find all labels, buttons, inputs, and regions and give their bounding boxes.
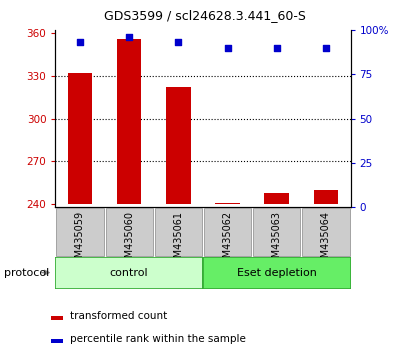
Bar <box>67 73 92 204</box>
Text: percentile rank within the sample: percentile rank within the sample <box>70 334 246 344</box>
FancyBboxPatch shape <box>301 208 349 256</box>
FancyBboxPatch shape <box>154 208 202 256</box>
Bar <box>166 87 190 204</box>
Bar <box>202 257 350 289</box>
FancyBboxPatch shape <box>252 208 300 256</box>
Bar <box>215 203 239 204</box>
Text: GSM435062: GSM435062 <box>222 211 232 270</box>
Text: GSM435061: GSM435061 <box>173 211 183 270</box>
Point <box>322 45 328 51</box>
Bar <box>264 193 288 204</box>
Text: transformed count: transformed count <box>70 311 167 321</box>
Point <box>224 45 230 51</box>
Bar <box>117 39 141 204</box>
Text: protocol: protocol <box>4 268 49 278</box>
Text: Eset depletion: Eset depletion <box>236 268 316 278</box>
FancyBboxPatch shape <box>203 208 251 256</box>
Text: control: control <box>110 268 148 278</box>
Bar <box>313 190 337 204</box>
Text: GSM435063: GSM435063 <box>271 211 281 270</box>
FancyBboxPatch shape <box>56 208 103 256</box>
FancyBboxPatch shape <box>105 208 153 256</box>
Bar <box>51 339 63 343</box>
Point <box>273 45 279 51</box>
Text: GSM435059: GSM435059 <box>75 211 85 270</box>
Text: GSM435064: GSM435064 <box>320 211 330 270</box>
Bar <box>51 316 63 320</box>
Point <box>175 40 181 45</box>
Point <box>126 34 132 40</box>
Bar <box>55 257 202 289</box>
Text: GDS3599 / scl24628.3.441_60-S: GDS3599 / scl24628.3.441_60-S <box>104 9 305 22</box>
Point <box>76 40 83 45</box>
Text: GSM435060: GSM435060 <box>124 211 134 270</box>
